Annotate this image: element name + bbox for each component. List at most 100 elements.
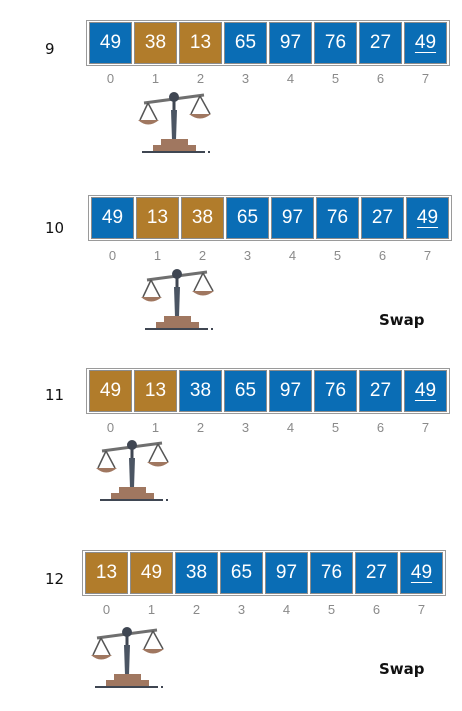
- array-row: 49 13 38 65 97 76 27 49: [86, 368, 450, 414]
- index-label: 4: [282, 602, 291, 617]
- index-label: 5: [327, 602, 336, 617]
- cell-value: 65: [230, 562, 253, 583]
- step-number: 10: [45, 219, 65, 237]
- index-label: 7: [421, 420, 430, 435]
- index-label: 6: [378, 248, 387, 263]
- balance-scale-icon: [96, 440, 169, 501]
- index-label: 7: [423, 248, 432, 263]
- index-label: 5: [331, 71, 340, 86]
- array-cell: 65: [220, 552, 263, 594]
- cell-value: 49: [140, 562, 163, 583]
- array-cell: 97: [271, 197, 314, 239]
- cell-value: 27: [369, 380, 392, 401]
- index-label: 6: [376, 71, 385, 86]
- cell-value: 76: [326, 207, 349, 228]
- cell-value: 76: [324, 32, 347, 53]
- array-cell: 38: [134, 22, 177, 64]
- cell-value: 97: [281, 207, 304, 228]
- step-number: 11: [45, 386, 65, 404]
- array-cell: 49: [404, 370, 447, 412]
- cell-value: 27: [365, 562, 388, 583]
- index-label: 7: [417, 602, 426, 617]
- array-cell: 27: [361, 197, 404, 239]
- balance-scale-icon: [141, 269, 214, 330]
- cell-value: 76: [320, 562, 343, 583]
- index-label: 3: [237, 602, 246, 617]
- array-cell: 38: [175, 552, 218, 594]
- cell-value: 13: [189, 32, 212, 53]
- index-label: 5: [333, 248, 342, 263]
- scale-icon-wrapper: [138, 82, 212, 156]
- array-cell: 76: [316, 197, 359, 239]
- index-label: 2: [192, 602, 201, 617]
- index-label: 7: [421, 71, 430, 86]
- cell-value: 27: [369, 32, 392, 53]
- cell-value: 49: [101, 207, 124, 228]
- index-label: 6: [376, 420, 385, 435]
- index-label: 1: [153, 248, 162, 263]
- cell-value: 49: [414, 32, 437, 53]
- balance-scale-icon: [138, 92, 211, 153]
- cell-value: 49: [99, 32, 122, 53]
- index-label: 5: [331, 420, 340, 435]
- cell-value: 38: [189, 380, 212, 401]
- cell-value: 38: [191, 207, 214, 228]
- array-cell: 76: [314, 370, 357, 412]
- cell-value: 38: [185, 562, 208, 583]
- cell-value: 49: [99, 380, 122, 401]
- cell-value: 49: [410, 562, 433, 583]
- array-cell: 38: [179, 370, 222, 412]
- cell-value: 65: [236, 207, 259, 228]
- array-cell: 13: [85, 552, 128, 594]
- cell-value: 97: [279, 380, 302, 401]
- cell-value: 65: [234, 32, 257, 53]
- index-label: 1: [151, 420, 160, 435]
- array-cell: 27: [359, 370, 402, 412]
- cell-value: 49: [414, 380, 437, 401]
- step-number: 9: [45, 40, 55, 58]
- index-label: 3: [243, 248, 252, 263]
- index-label: 1: [147, 602, 156, 617]
- index-label: 3: [241, 420, 250, 435]
- cell-value: 13: [146, 207, 169, 228]
- index-label: 2: [196, 420, 205, 435]
- array-cell: 27: [355, 552, 398, 594]
- array-cell: 38: [181, 197, 224, 239]
- cell-value: 49: [416, 207, 439, 228]
- array-cell: 76: [310, 552, 353, 594]
- array-cell: 97: [269, 22, 312, 64]
- index-label: 4: [286, 420, 295, 435]
- balance-scale-icon: [91, 627, 164, 688]
- index-label: 6: [372, 602, 381, 617]
- array-cell: 49: [130, 552, 173, 594]
- index-label: 1: [151, 71, 160, 86]
- index-label: 0: [106, 420, 115, 435]
- cell-value: 97: [279, 32, 302, 53]
- index-row: 0 1 2 3 4 5 6 7: [84, 602, 444, 617]
- index-label: 3: [241, 71, 250, 86]
- array-cell: 49: [89, 370, 132, 412]
- index-label: 0: [102, 602, 111, 617]
- array-cell: 97: [265, 552, 308, 594]
- array-cell: 97: [269, 370, 312, 412]
- index-label: 2: [196, 71, 205, 86]
- array-row: 49 13 38 65 97 76 27 49: [88, 195, 452, 241]
- array-cell: 76: [314, 22, 357, 64]
- scale-icon-wrapper: [96, 430, 170, 504]
- array-row: 13 49 38 65 97 76 27 49: [82, 550, 446, 596]
- scale-icon-wrapper: [141, 259, 215, 333]
- cell-value: 13: [144, 380, 167, 401]
- array-cell: 49: [400, 552, 443, 594]
- index-label: 2: [198, 248, 207, 263]
- array-cell: 65: [224, 370, 267, 412]
- array-cell: 49: [89, 22, 132, 64]
- array-cell: 49: [404, 22, 447, 64]
- step-number: 12: [45, 570, 65, 588]
- index-label: 0: [108, 248, 117, 263]
- swap-label: Swap: [379, 311, 425, 329]
- array-cell: 13: [134, 370, 177, 412]
- array-cell: 13: [179, 22, 222, 64]
- index-label: 0: [106, 71, 115, 86]
- swap-label: Swap: [379, 660, 425, 678]
- array-cell: 65: [224, 22, 267, 64]
